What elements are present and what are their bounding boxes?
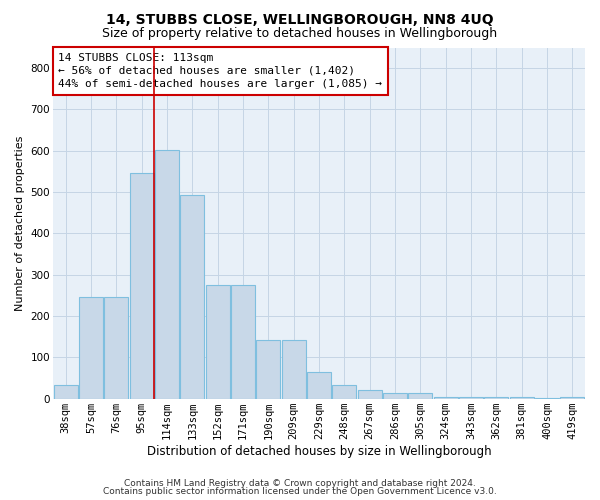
Y-axis label: Number of detached properties: Number of detached properties bbox=[15, 136, 25, 311]
Bar bbox=[104, 298, 128, 398]
Bar bbox=[79, 298, 103, 398]
Text: Contains HM Land Registry data © Crown copyright and database right 2024.: Contains HM Land Registry data © Crown c… bbox=[124, 478, 476, 488]
Bar bbox=[231, 285, 255, 399]
Bar bbox=[509, 396, 533, 398]
Bar bbox=[180, 195, 205, 398]
Bar bbox=[408, 394, 433, 398]
Bar bbox=[383, 394, 407, 398]
Bar bbox=[281, 340, 305, 398]
Bar bbox=[358, 390, 382, 398]
Bar bbox=[155, 150, 179, 398]
Bar bbox=[560, 396, 584, 398]
Bar bbox=[256, 340, 280, 398]
Bar bbox=[484, 396, 508, 398]
Text: Contains public sector information licensed under the Open Government Licence v3: Contains public sector information licen… bbox=[103, 487, 497, 496]
Bar bbox=[332, 385, 356, 398]
X-axis label: Distribution of detached houses by size in Wellingborough: Distribution of detached houses by size … bbox=[146, 444, 491, 458]
Text: 14, STUBBS CLOSE, WELLINGBOROUGH, NN8 4UQ: 14, STUBBS CLOSE, WELLINGBOROUGH, NN8 4U… bbox=[106, 12, 494, 26]
Bar bbox=[459, 396, 483, 398]
Bar bbox=[206, 285, 230, 399]
Bar bbox=[434, 396, 458, 398]
Bar bbox=[53, 385, 77, 398]
Bar bbox=[307, 372, 331, 398]
Bar bbox=[130, 172, 154, 398]
Text: Size of property relative to detached houses in Wellingborough: Size of property relative to detached ho… bbox=[103, 28, 497, 40]
Text: 14 STUBBS CLOSE: 113sqm
← 56% of detached houses are smaller (1,402)
44% of semi: 14 STUBBS CLOSE: 113sqm ← 56% of detache… bbox=[58, 53, 382, 89]
